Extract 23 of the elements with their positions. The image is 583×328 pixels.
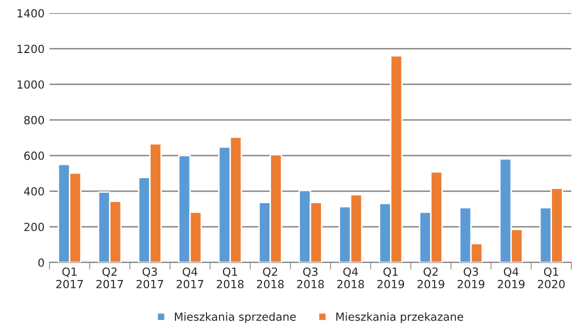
- x-tick-label: Q1 2020: [538, 267, 565, 288]
- y-tick-label: 1200: [18, 44, 44, 54]
- x-tick-label: Q4 2017: [176, 267, 204, 288]
- y-tick-label: 1400: [18, 9, 44, 18]
- y-tick-label: 1000: [18, 80, 44, 89]
- x-tick-label: Q3 2019: [458, 267, 484, 288]
- y-tick-label: 600: [24, 152, 44, 160]
- y-tick-label: 0: [38, 258, 44, 267]
- x-tick-label: Q3 2018: [297, 267, 324, 288]
- x-tick-label: Q4 2019: [498, 267, 524, 288]
- x-tick-label: Q1 2019: [377, 267, 404, 288]
- x-tick-label: Q3 2017: [136, 267, 164, 288]
- y-tick-label: 800: [24, 116, 44, 124]
- legend-label: Mieszkania przekazane: [336, 312, 464, 324]
- y-tick-label: 200: [24, 222, 44, 232]
- y-tick-label: 400: [24, 187, 44, 196]
- x-tick-label: Q1 2018: [216, 267, 244, 288]
- x-tick-label: Q2 2017: [96, 267, 123, 288]
- x-tick-label: Q4 2018: [337, 267, 364, 288]
- legend-label: Mieszkania sprzedane: [174, 312, 296, 324]
- x-tick-label: Q2 2018: [256, 267, 284, 288]
- x-tick-label: Q2 2019: [418, 267, 444, 288]
- x-tick-label: Q1 2017: [56, 267, 83, 288]
